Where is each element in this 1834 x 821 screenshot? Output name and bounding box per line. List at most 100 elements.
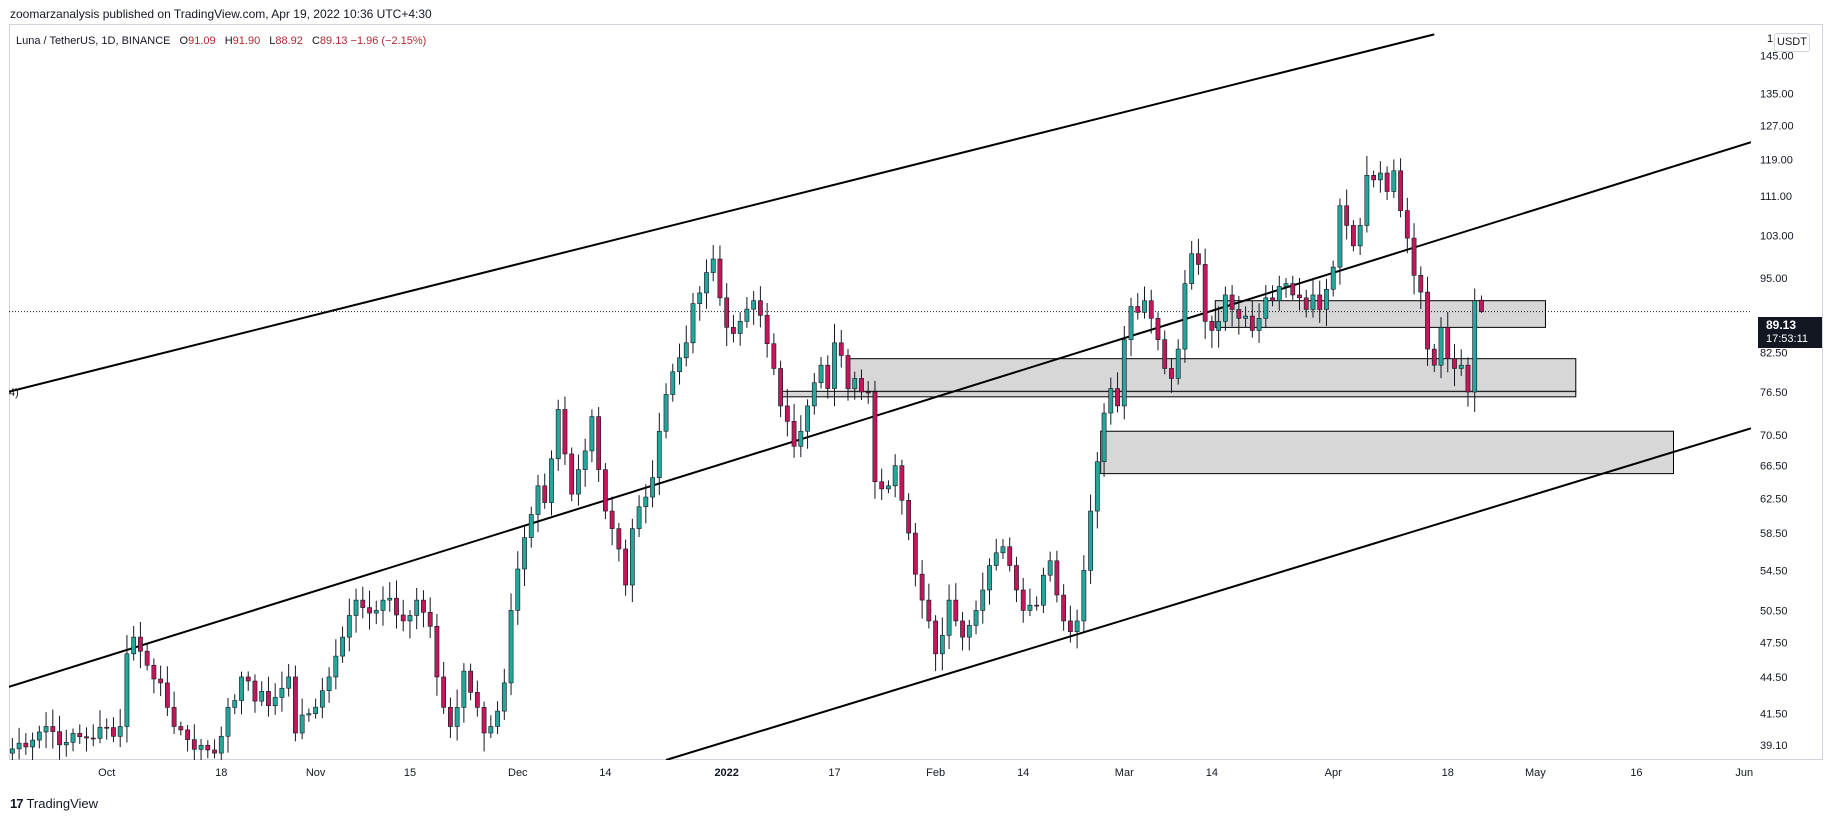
demand-zone[interactable] — [1100, 430, 1675, 475]
candle — [542, 473, 548, 509]
candle-body — [744, 308, 750, 322]
candle-body — [394, 597, 399, 616]
candle — [164, 666, 170, 716]
candle — [1229, 285, 1235, 327]
candle — [906, 493, 912, 541]
candle-body — [1283, 283, 1289, 287]
candle-body — [987, 565, 992, 591]
candle-body — [798, 430, 804, 447]
candle — [400, 599, 406, 632]
candle — [1142, 286, 1147, 319]
candle-body — [778, 368, 783, 407]
candle — [643, 484, 649, 524]
candle-body — [636, 506, 642, 529]
candle-body — [576, 469, 581, 495]
candle — [104, 718, 110, 740]
x-tick-label: 16 — [1630, 767, 1642, 779]
candle-body — [879, 481, 885, 490]
candle-body — [1479, 299, 1484, 312]
candle — [212, 739, 217, 759]
candle — [522, 526, 527, 587]
candle — [387, 582, 393, 612]
candle — [798, 415, 804, 458]
candle — [23, 733, 29, 755]
candlestick-chart[interactable]: 39.10 41.50 44.50 47.50 50.50 54.50 58.50 62.50… — [0, 0, 1834, 790]
candle-body — [4, 743, 8, 753]
candle-body — [1007, 546, 1013, 566]
candle-body — [1108, 388, 1114, 414]
candle — [286, 663, 292, 697]
candle-body — [1169, 368, 1174, 379]
candle — [879, 468, 885, 501]
candle — [421, 590, 426, 628]
y-tick-label-cut: 1 — [1767, 33, 1773, 45]
candle — [151, 658, 157, 694]
candle — [144, 642, 150, 671]
candle — [629, 518, 635, 603]
candle — [973, 600, 979, 635]
candle-body — [1202, 264, 1208, 322]
candle-body — [973, 610, 979, 626]
candle-body — [1263, 297, 1269, 319]
candle-body — [1249, 315, 1255, 331]
candle — [1182, 269, 1188, 363]
candle — [1061, 584, 1067, 631]
candle — [576, 454, 581, 506]
candle — [1404, 197, 1410, 254]
upper-channel-line[interactable] — [2, 33, 1435, 393]
candle-body — [1047, 560, 1053, 576]
candle-body — [966, 625, 972, 638]
candle — [939, 617, 945, 671]
candle-body — [1425, 291, 1430, 350]
candle-body — [387, 597, 393, 601]
candle-body — [252, 680, 258, 702]
candle-body — [104, 726, 110, 729]
symbol-legend: Luna / TetherUS, 1D, BINANCE O91.09 H91.… — [16, 35, 426, 47]
candle — [232, 694, 238, 715]
resistance-zone[interactable] — [1214, 300, 1546, 328]
low-label: L — [269, 35, 276, 47]
candle — [603, 463, 608, 520]
y-tick-label: 76.50 — [1760, 387, 1788, 399]
candle-body — [953, 599, 959, 622]
candle — [1270, 285, 1275, 307]
candle-body — [191, 739, 197, 750]
candle — [198, 738, 204, 760]
candle-body — [1081, 570, 1087, 622]
lower-channel-line[interactable] — [665, 427, 1751, 760]
candle-body — [872, 391, 878, 483]
currency-badge[interactable]: USDT — [1774, 33, 1810, 52]
candle-body — [164, 682, 170, 708]
candle-body — [346, 615, 352, 638]
candle — [912, 522, 918, 587]
candle — [1283, 278, 1289, 298]
candle — [1310, 277, 1316, 318]
candle-body — [245, 676, 251, 682]
candle-body — [306, 713, 312, 716]
candle — [239, 671, 244, 715]
candle — [1391, 159, 1397, 199]
candle-body — [663, 394, 669, 432]
candle-body — [1209, 321, 1215, 331]
candle-body — [623, 548, 628, 586]
candle-body — [616, 528, 622, 550]
candle-body — [1229, 294, 1235, 310]
candle — [731, 314, 736, 343]
candle — [650, 460, 655, 508]
candle-body — [603, 469, 608, 512]
candle-body — [899, 465, 905, 501]
candle — [980, 572, 986, 624]
candle — [589, 409, 595, 463]
candle — [993, 538, 999, 571]
candle — [1027, 588, 1033, 617]
candle — [218, 726, 224, 760]
support-zone-thin[interactable] — [780, 390, 1577, 398]
candle-body — [454, 707, 460, 727]
candle-body — [515, 568, 521, 611]
candle — [926, 583, 932, 629]
candle-body — [710, 258, 716, 273]
candle-body — [1344, 205, 1350, 226]
candle — [1303, 289, 1309, 318]
candle — [360, 586, 366, 619]
tradingview-logo[interactable]: 17 TradingView — [10, 796, 98, 811]
